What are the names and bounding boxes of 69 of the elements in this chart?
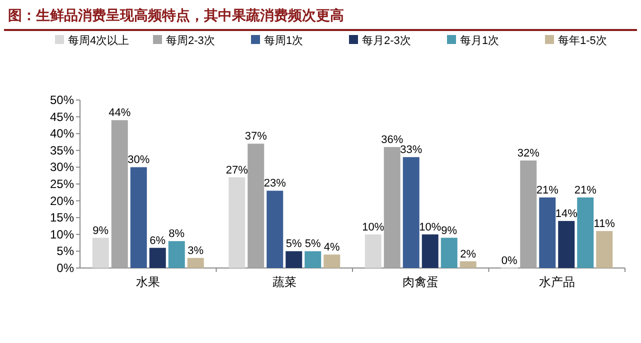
bar [539, 197, 556, 268]
data-label: 0% [501, 255, 518, 267]
bar [266, 190, 284, 268]
x-tick-label: 蔬菜 [272, 275, 296, 289]
legend-label: 每月2-3次 [362, 35, 411, 47]
data-label: 10% [419, 221, 442, 234]
bar [168, 241, 185, 268]
x-tick-label: 水产品 [538, 275, 575, 289]
y-tick-label: 20% [50, 194, 74, 208]
y-tick-label: 5% [56, 244, 74, 258]
bar [130, 167, 147, 268]
x-tick-label: 肉禽蛋 [402, 275, 439, 289]
legend-label: 每年1-5次 [558, 35, 607, 47]
data-label: 2% [460, 248, 476, 260]
legend-label: 每月1次 [460, 35, 500, 47]
y-tick-label: 15% [50, 210, 74, 225]
bar [520, 160, 537, 268]
x-tick-label: 水果 [136, 275, 160, 289]
data-label: 36% [381, 134, 404, 146]
bar [248, 144, 264, 268]
y-tick-label: 45% [50, 110, 74, 124]
data-label: 33% [400, 144, 422, 156]
data-label: 9% [92, 224, 109, 237]
y-tick-label: 40% [50, 126, 74, 141]
data-label: 4% [324, 242, 340, 254]
data-label: 3% [188, 244, 204, 257]
legend-label: 每周4次以上 [68, 34, 130, 47]
data-label: 27% [226, 164, 248, 176]
data-label: 21% [536, 184, 559, 196]
bar [422, 234, 438, 268]
bar [304, 251, 322, 268]
bar [577, 197, 594, 268]
bar [558, 220, 575, 268]
bar [92, 238, 109, 268]
bar [402, 157, 420, 268]
bar [596, 231, 613, 268]
bar [187, 258, 204, 268]
data-label: 8% [168, 228, 185, 240]
bar [384, 147, 400, 268]
y-tick-label: 10% [50, 227, 74, 242]
data-label: 23% [264, 178, 286, 190]
y-tick-label: 50% [50, 93, 74, 107]
y-tick-label: 25% [50, 177, 74, 191]
y-tick-label: 35% [50, 143, 74, 158]
data-label: 10% [362, 221, 384, 234]
legend-label: 每周1次 [264, 35, 304, 47]
y-tick-label: 30% [50, 160, 74, 174]
bar [286, 251, 302, 268]
bar [111, 120, 128, 268]
data-label: 37% [244, 130, 268, 143]
bar [364, 234, 382, 268]
data-label: 5% [304, 238, 322, 250]
data-label: 32% [517, 147, 540, 160]
y-tick-label: 0% [56, 261, 74, 275]
data-label: 5% [286, 238, 302, 250]
data-label: 44% [108, 107, 131, 120]
data-label: 30% [128, 154, 150, 166]
title: 图：生鲜品消费呈现高频特点，其中果蔬消费频次更高 [8, 7, 344, 23]
data-label: 9% [441, 224, 458, 237]
bar [228, 177, 246, 268]
legend-label: 每周2-3次 [166, 35, 215, 47]
data-label: 6% [150, 234, 166, 247]
bar [149, 248, 166, 268]
bar [460, 261, 476, 268]
data-label: 14% [555, 208, 578, 220]
data-label: 11% [594, 218, 616, 230]
bar [440, 238, 458, 268]
data-label: 21% [574, 184, 597, 196]
bar [324, 254, 340, 268]
